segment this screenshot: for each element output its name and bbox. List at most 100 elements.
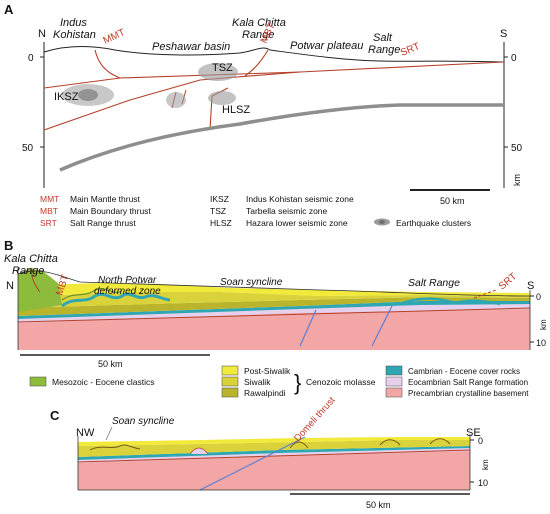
depth-tick-0-left-a: 0 (28, 53, 34, 64)
precambrian-basement-c (78, 450, 470, 490)
deformed-zone-folds-b (61, 292, 171, 308)
label-tsz: TSZ (212, 62, 233, 74)
legend-siwalik: Siwalik (244, 377, 271, 387)
legend-abbr-srt: SRT (40, 218, 57, 228)
depth-tick-0-right-a: 0 (511, 53, 517, 64)
depth-tick-50-right-a: 50 (511, 143, 523, 154)
legend-b: Mesozoic - Eocene clastics Post-Siwalik … (29, 365, 529, 398)
label-srt-a: SRT (399, 41, 422, 59)
basement-fault-1-b (299, 309, 317, 347)
legend-abbr-hlsz: HLSZ (210, 218, 232, 228)
scale-label-c: 50 km (366, 500, 391, 510)
mmt-fault-trace (94, 49, 121, 79)
legend-rawalpindi: Rawalpindi (244, 388, 286, 398)
legend-abbr-mbt: MBT (40, 206, 58, 216)
depth-unit-b: km (539, 319, 548, 330)
panel-c: C NW SE 0 10 km Soan syncline Domeli thr… (50, 395, 490, 510)
basal-decollement-c (77, 449, 471, 463)
swatch-basement (385, 387, 403, 398)
compass-n-a: N (38, 28, 46, 40)
fold-3-c (379, 439, 401, 446)
fold-4-c (429, 438, 451, 445)
label-potwar-plateau: Potwar plateau (290, 40, 363, 52)
label-north-potwar: North Potwar (98, 275, 157, 286)
label-kala-chitta-a: Kala Chitta (232, 17, 286, 29)
swatch-salt (385, 376, 403, 387)
label-salt: Salt (373, 32, 393, 44)
legend-text-tsz: Tarbella seismic zone (246, 206, 328, 216)
label-srt-b: SRT (497, 271, 519, 292)
panel-a-letter: A (4, 2, 14, 17)
legend-mesozoic: Mesozoic - Eocene clastics (52, 377, 155, 387)
srt-arrow-b (473, 289, 497, 299)
legend-post-siwalik: Post-Siwalik (244, 366, 291, 376)
legend-salt: Eocambrian Salt Range formation (408, 378, 528, 387)
earthquake-cluster-small (166, 92, 186, 108)
scale-label-a: 50 km (440, 196, 465, 206)
compass-s-b: S (527, 280, 534, 292)
legend-text-clusters: Earthquake clusters (396, 218, 471, 228)
legend-text-iksz: Indus Kohistan seismic zone (246, 194, 354, 204)
panel-b: B N S 0 10 km Kala Chi (4, 238, 548, 398)
panel-a: A N S 0 0 50 50 km Indus Kohistan (4, 2, 523, 228)
panel-b-letter: B (4, 238, 13, 253)
compass-s-a: S (500, 28, 507, 40)
legend-a: MMT Main Mantle thrust MBT Main Boundary… (40, 194, 471, 228)
label-kala-chitta-b: Kala Chitta (4, 253, 58, 265)
panel-c-letter: C (50, 408, 60, 423)
mesozoic-clastics-b (18, 268, 62, 312)
topography-line-a (43, 46, 505, 63)
depth-tick-10-b: 10 (536, 338, 546, 348)
rawalpindi-layer-b (18, 297, 530, 316)
depth-tick-10-c: 10 (478, 478, 488, 488)
swatch-rawalpindi (221, 387, 239, 398)
label-range-a: Range (242, 29, 274, 41)
swatch-cambrian (385, 365, 403, 376)
earthquake-cluster-tsz (198, 63, 238, 81)
depth-unit-a: km (512, 174, 522, 186)
legend-abbr-iksz: IKSZ (210, 194, 229, 204)
swatch-mesozoic (29, 376, 47, 387)
scale-label-b: 50 km (98, 359, 123, 369)
compass-n-b: N (6, 280, 14, 292)
post-siwalik-layer-c (78, 437, 470, 446)
basement-top-line-a (59, 103, 504, 172)
mbt-fault-trace-b (31, 267, 41, 293)
legend-cambrian: Cambrian - Eocene cover rocks (408, 367, 520, 376)
legend-text-mbt: Main Boundary thrust (70, 206, 151, 216)
legend-text-srt: Salt Range thrust (70, 218, 136, 228)
label-domeli-thrust: Domeli thrust (292, 395, 338, 444)
salt-range-anticline-b (399, 297, 501, 306)
label-soan-syncline-c: Soan syncline (112, 416, 175, 427)
legend-basement: Precambrian crystalline basement (408, 389, 529, 398)
earthquake-cluster-hlsz (208, 91, 236, 105)
legend-text-mmt: Main Mantle thrust (70, 194, 141, 204)
legend-text-hlsz: Hazara lower seismic zone (246, 218, 348, 228)
mbt-fault-trace (244, 49, 269, 77)
label-hlsz: HLSZ (222, 104, 250, 116)
legend-cenozoic: Cenozoic molasse (306, 377, 376, 387)
label-deformed-zone: deformed zone (94, 286, 161, 297)
legend-abbr-tsz: TSZ (210, 206, 226, 216)
basal-decollement-b (17, 307, 531, 323)
fold-2-c (289, 441, 309, 449)
depth-unit-c: km (481, 459, 490, 470)
depth-tick-0-c: 0 (478, 436, 483, 446)
label-salt-range: Range (368, 44, 400, 56)
label-salt-range-b: Salt Range (408, 277, 460, 289)
label-indus: Indus (60, 17, 87, 29)
label-soan-syncline-b: Soan syncline (220, 277, 283, 288)
swatch-siwalik (221, 376, 239, 387)
label-kohistan: Kohistan (53, 29, 96, 41)
domeli-thrust-trace (199, 436, 306, 491)
cambrian-cover-b (18, 301, 530, 319)
compass-nw-c: NW (76, 427, 95, 439)
swatch-post-siwalik (221, 365, 239, 376)
salt-dome-1-c (189, 447, 209, 455)
label-peshawar-basin: Peshawar basin (152, 41, 230, 53)
depth-tick-50-left-a: 50 (22, 143, 34, 154)
fold-1-c (89, 444, 141, 451)
label-iksz: IKSZ (54, 91, 79, 103)
topography-line-b (17, 270, 531, 297)
